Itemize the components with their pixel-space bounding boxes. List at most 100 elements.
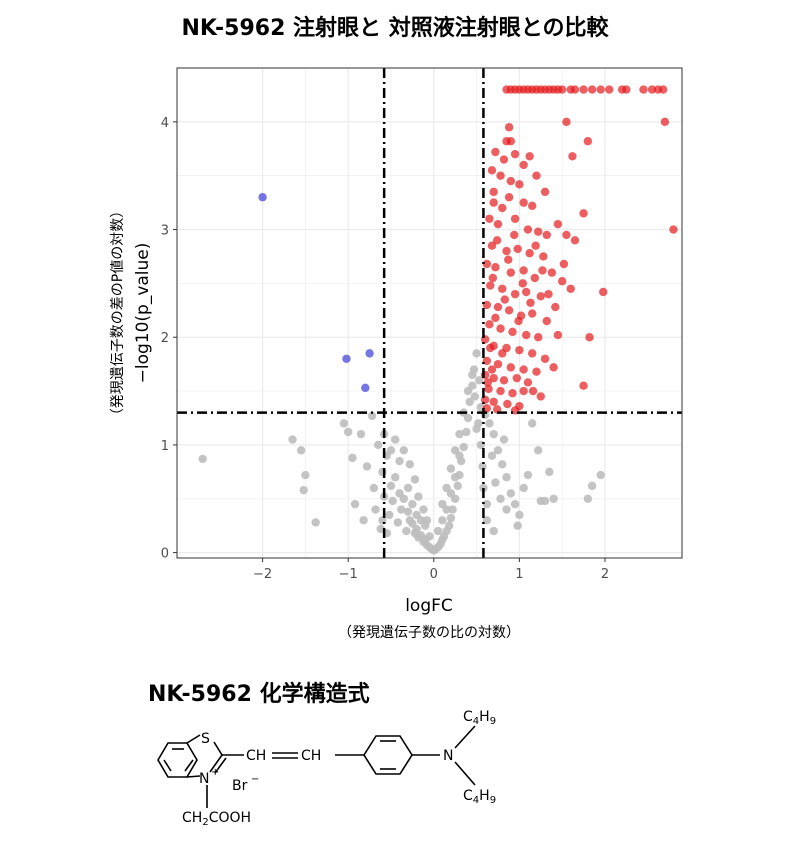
up-point xyxy=(491,263,500,272)
up-point xyxy=(504,123,514,132)
up-point xyxy=(483,378,492,387)
up-point xyxy=(482,300,492,310)
ns-point xyxy=(496,494,505,503)
up-point xyxy=(540,354,550,363)
up-point xyxy=(506,176,516,186)
up-point xyxy=(491,147,500,157)
butyl-bottom-label: C4H9 xyxy=(463,788,496,806)
up-point xyxy=(499,376,509,385)
up-point xyxy=(498,284,507,293)
ns-point xyxy=(472,349,481,358)
up-point xyxy=(579,85,588,94)
up-point xyxy=(570,85,580,94)
ns-point xyxy=(414,492,423,501)
ns-point xyxy=(491,478,500,487)
up-point xyxy=(562,230,571,240)
up-point xyxy=(498,203,507,213)
up-point xyxy=(528,201,537,211)
up-point xyxy=(489,198,498,207)
vinyl-ch-2: CH xyxy=(301,748,321,764)
up-point xyxy=(519,365,528,374)
up-point xyxy=(647,85,657,94)
plot-panel xyxy=(176,67,683,559)
amine-nitrogen-label: N xyxy=(443,748,453,764)
ns-point xyxy=(482,516,492,525)
down-point xyxy=(361,383,370,393)
up-point xyxy=(489,187,498,197)
ns-point xyxy=(596,470,605,480)
up-point xyxy=(508,327,517,337)
up-point xyxy=(514,316,523,326)
up-point xyxy=(493,359,503,369)
up-point xyxy=(513,244,522,254)
ns-point xyxy=(393,518,403,527)
down-point xyxy=(365,349,374,358)
up-point xyxy=(487,365,497,374)
up-point xyxy=(504,255,513,264)
up-point xyxy=(487,166,497,175)
up-point xyxy=(510,149,520,159)
ns-point xyxy=(350,499,360,509)
y-tick-label: 1 xyxy=(161,439,169,454)
up-point xyxy=(579,381,588,390)
ns-point xyxy=(410,475,420,484)
up-point xyxy=(559,259,569,269)
up-point xyxy=(508,389,517,398)
ns-point xyxy=(489,429,498,439)
ns-point xyxy=(470,392,480,401)
ns-point xyxy=(408,499,417,509)
up-point xyxy=(553,330,563,340)
ns-point xyxy=(301,470,310,480)
up-point xyxy=(519,160,528,170)
up-point xyxy=(639,85,648,94)
ns-point xyxy=(444,521,454,530)
ns-point xyxy=(549,494,558,503)
up-point xyxy=(493,219,503,229)
x-axis-ticks: −2 −1 0 1 2 xyxy=(253,558,609,582)
up-point xyxy=(515,345,524,355)
y-axis-title: −log10(p_value) xyxy=(133,243,153,384)
ns-point xyxy=(348,453,357,463)
ns-point xyxy=(468,370,477,380)
ns-point xyxy=(391,435,400,444)
up-point xyxy=(482,404,492,413)
bromide-label: Br xyxy=(232,778,248,794)
ns-point xyxy=(446,464,456,473)
up-point xyxy=(566,284,575,293)
up-point xyxy=(504,193,514,202)
up-point xyxy=(506,137,516,146)
up-point xyxy=(562,117,571,127)
ns-point xyxy=(545,467,554,477)
up-point xyxy=(496,386,505,396)
up-point xyxy=(542,316,551,326)
up-point xyxy=(525,152,534,161)
up-point xyxy=(510,214,520,223)
up-point xyxy=(622,85,631,94)
up-point xyxy=(491,313,500,323)
ns-point xyxy=(446,513,456,523)
up-point xyxy=(587,85,597,94)
up-point xyxy=(536,392,545,401)
ns-point xyxy=(465,397,474,407)
up-point xyxy=(557,277,567,286)
plus-charge: + xyxy=(211,767,219,778)
up-point xyxy=(528,309,537,318)
up-point xyxy=(510,289,520,299)
up-point xyxy=(523,225,533,234)
up-point xyxy=(539,252,548,261)
up-point xyxy=(485,320,494,329)
up-point xyxy=(498,349,507,358)
up-point xyxy=(487,241,497,250)
x-tick-label: 1 xyxy=(515,567,523,582)
up-point xyxy=(522,287,531,297)
ns-point xyxy=(448,505,457,514)
up-point xyxy=(506,268,516,277)
ns-point xyxy=(362,462,372,471)
x-axis-subtitle: （発現遺伝子数の比の対数） xyxy=(338,625,520,641)
up-point xyxy=(522,330,531,340)
ns-point xyxy=(487,451,497,460)
ns-point xyxy=(513,521,522,530)
ns-point xyxy=(343,427,353,437)
ns-point xyxy=(438,516,447,525)
x-tick-label: 2 xyxy=(601,567,609,582)
